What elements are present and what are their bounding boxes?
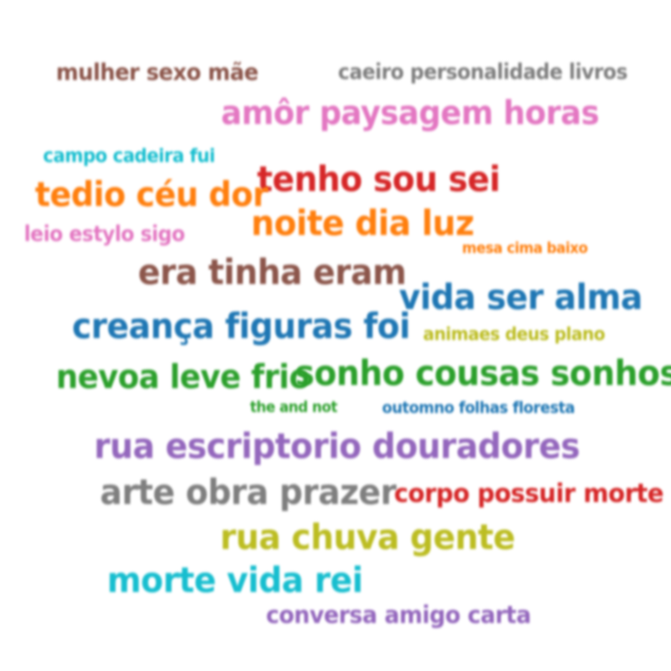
word-conversa-amigo-carta: conversa amigo carta (266, 601, 531, 629)
word-creanca-figuras-foi: creança figuras foi (72, 307, 411, 347)
word-noite-dia-luz: noite dia luz (251, 204, 475, 244)
word-rua-escriptorio-douradores: rua escriptorio douradores (94, 427, 580, 467)
word-animaes-deus-plano: animaes deus plano (423, 324, 605, 345)
word-vida-ser-alma: vida ser alma (399, 278, 643, 318)
word-the-and-not: the and not (250, 398, 338, 416)
word-amor-paysagem-horas: amôr paysagem horas (221, 93, 599, 132)
word-mulher-sexo-mae: mulher sexo mãe (56, 60, 259, 86)
word-tenho-sou-sei: tenho sou sei (257, 160, 501, 200)
word-outomno-folhas-floresta: outomno folhas floresta (382, 398, 575, 417)
word-arte-obra-prazer: arte obra prazer (100, 473, 397, 513)
word-rua-chuva-gente: rua chuva gente (220, 518, 516, 558)
word-leio-estylo-sigo: leio estylo sigo (24, 222, 185, 246)
word-corpo-possuir-morte: corpo possuir morte (394, 479, 664, 509)
word-nevoa-leve-frio: nevoa leve frio (56, 357, 310, 396)
word-tedio-ceu-dor: tedio céu dor (35, 175, 268, 215)
word-morte-vida-rei: morte vida rei (107, 561, 363, 601)
word-era-tinha-eram: era tinha eram (138, 253, 407, 293)
word-mesa-cima-baixo: mesa cima baixo (462, 239, 588, 257)
word-caeiro-personalidade-livros: caeiro personalidade livros (338, 60, 628, 84)
word-sonho-cousas-sonhos: sonho cousas sonhos (295, 354, 671, 394)
word-campo-cadeira-fui: campo cadeira fui (43, 145, 215, 167)
